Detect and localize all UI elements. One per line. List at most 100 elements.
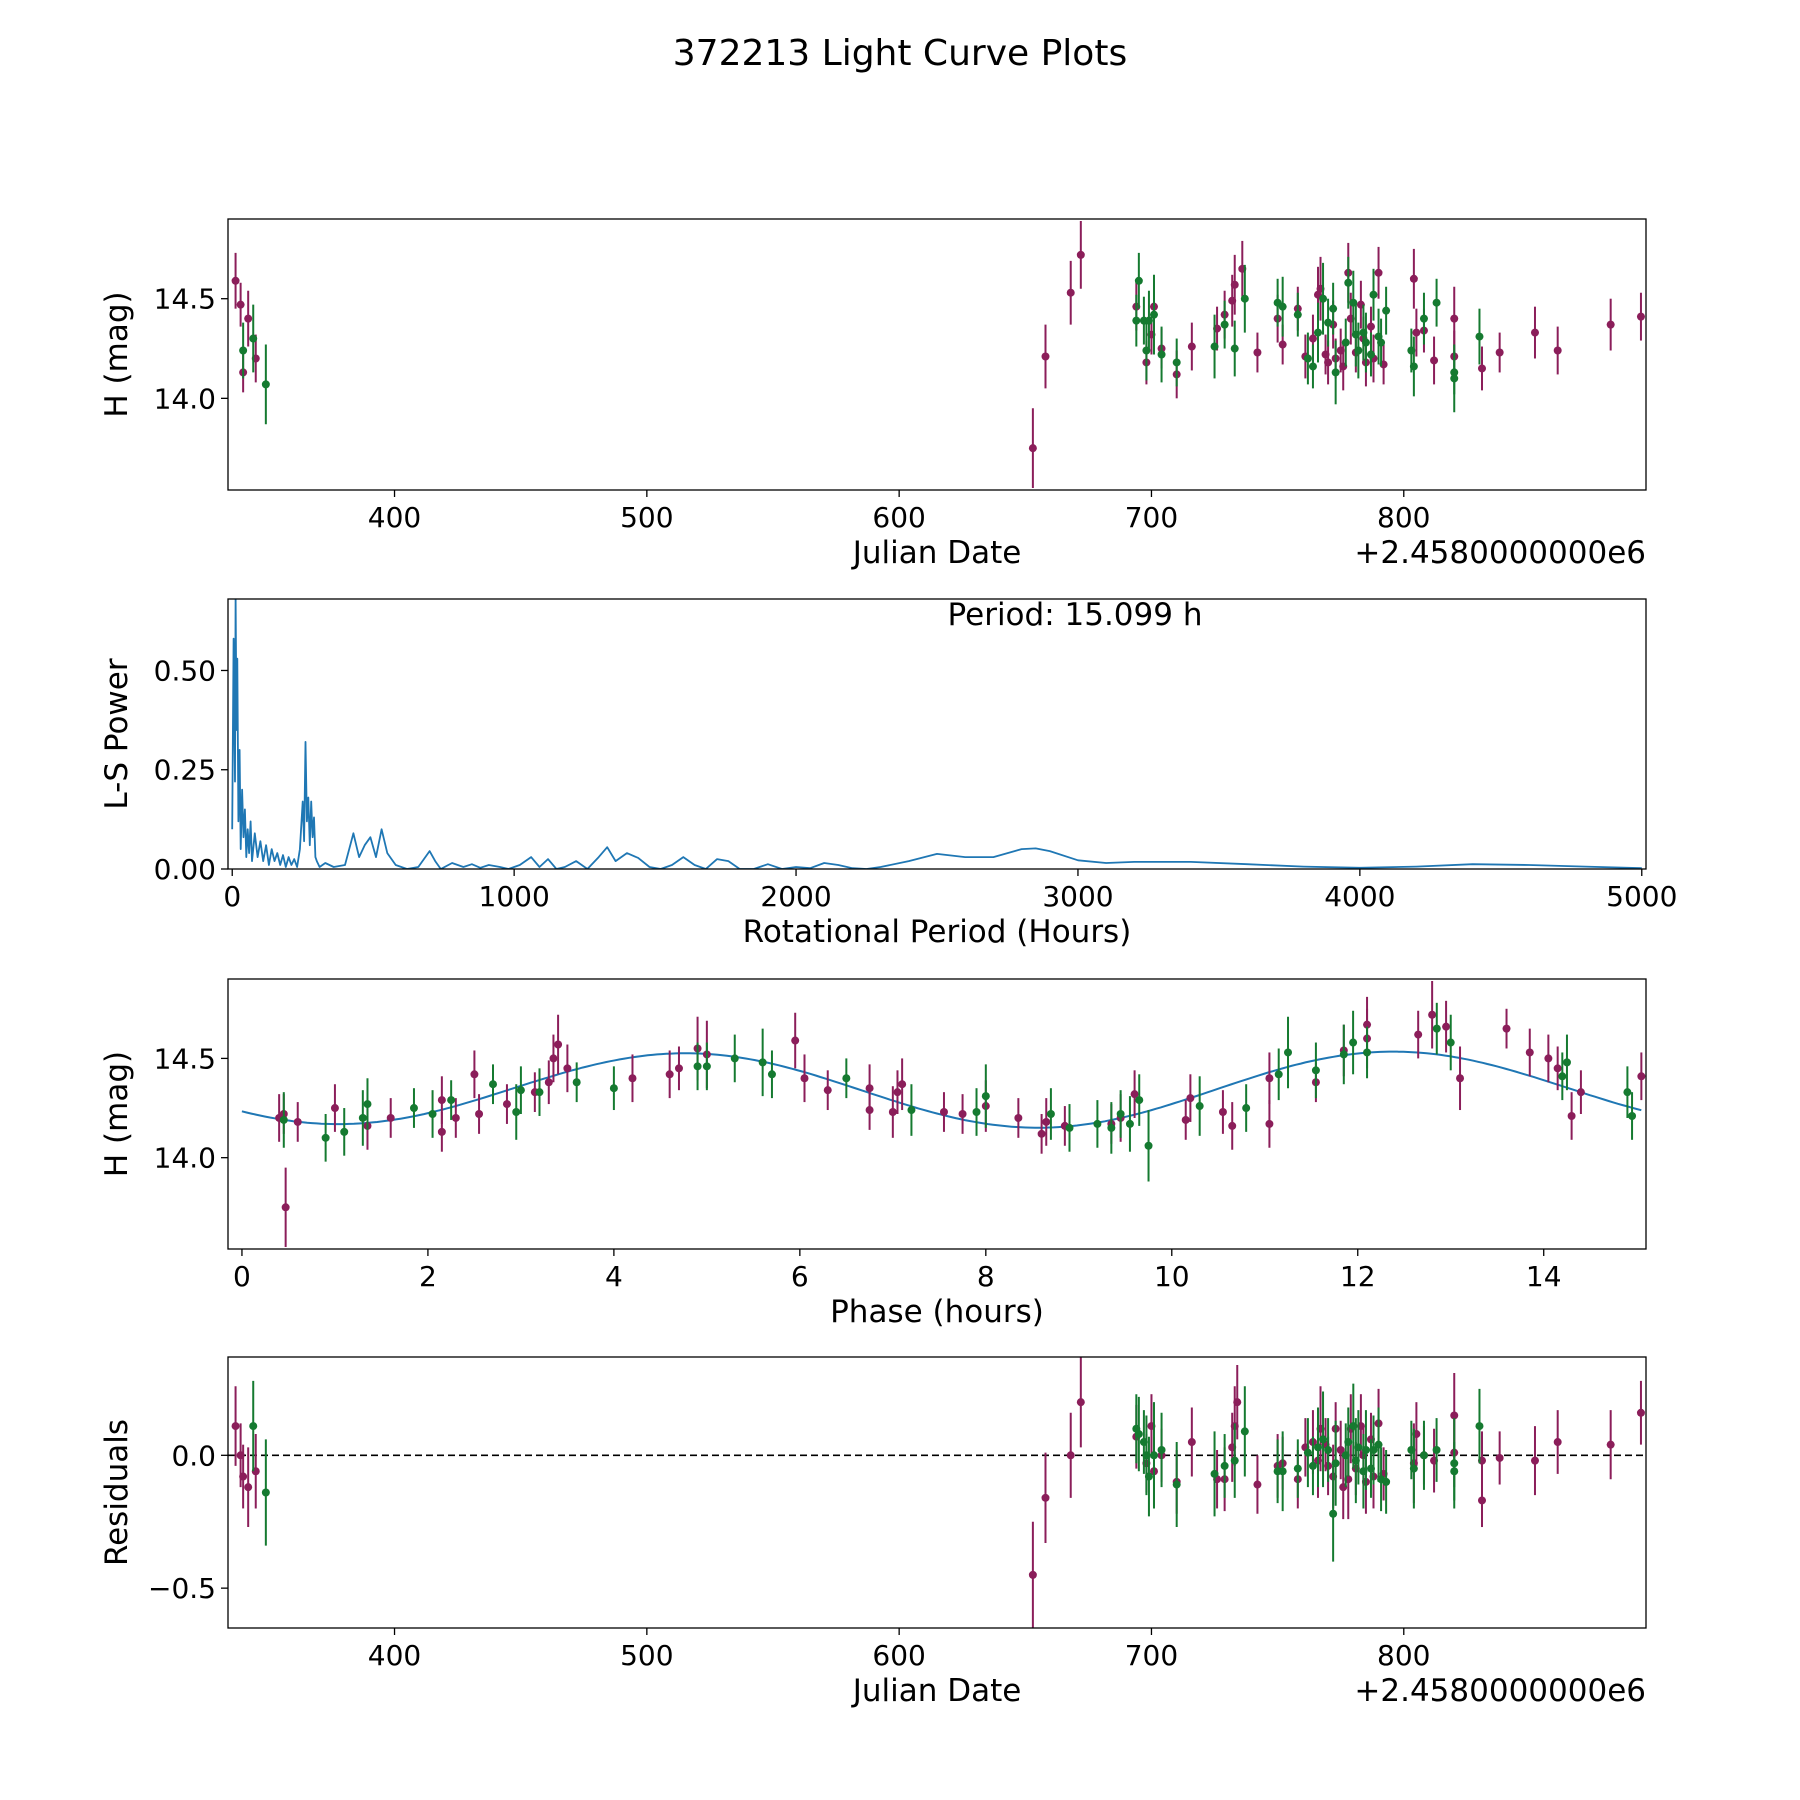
x-tick-label: 10 xyxy=(1154,1260,1190,1293)
data-point xyxy=(1382,306,1391,315)
data-point xyxy=(791,1036,800,1045)
data-point xyxy=(1567,1111,1576,1120)
data-point xyxy=(1544,1054,1553,1063)
data-point xyxy=(1253,1480,1262,1489)
band-b-series xyxy=(249,1380,1484,1562)
x-tick-label: 400 xyxy=(368,1639,421,1672)
data-point xyxy=(239,346,248,355)
residuals-plot-area xyxy=(228,1357,1646,1628)
y-tick-label: 14.5 xyxy=(154,283,216,316)
axes-frame xyxy=(227,598,1647,870)
data-point xyxy=(1242,1104,1251,1113)
data-point xyxy=(1130,1090,1139,1099)
data-point xyxy=(1412,328,1421,337)
data-point xyxy=(888,1108,897,1117)
data-point xyxy=(730,1054,739,1063)
data-point xyxy=(1409,362,1418,371)
data-point xyxy=(1284,1048,1293,1057)
data-point xyxy=(1181,1115,1190,1124)
data-point xyxy=(1502,1024,1511,1033)
data-point xyxy=(972,1108,981,1117)
data-point xyxy=(1308,362,1317,371)
data-point xyxy=(340,1127,349,1136)
data-point xyxy=(1042,1117,1051,1126)
data-point xyxy=(981,1092,990,1101)
y-tick-label: 0.50 xyxy=(154,654,216,687)
data-point xyxy=(1432,1024,1441,1033)
data-point xyxy=(865,1106,874,1115)
data-point xyxy=(1066,288,1075,297)
data-point xyxy=(1495,348,1504,357)
data-point xyxy=(1149,310,1158,319)
data-point xyxy=(1382,1477,1391,1486)
x-tick-label: 2 xyxy=(419,1260,437,1293)
data-point xyxy=(249,1422,258,1431)
data-point xyxy=(1313,1443,1322,1452)
data-point xyxy=(1046,1110,1055,1118)
data-point xyxy=(1336,1445,1345,1454)
data-point xyxy=(1066,1451,1075,1460)
data-point xyxy=(1065,1123,1074,1132)
data-point xyxy=(1135,1096,1144,1105)
data-point xyxy=(1450,1411,1459,1420)
data-point xyxy=(1606,1440,1615,1449)
data-point xyxy=(437,1096,446,1105)
data-point xyxy=(898,1080,907,1089)
data-point xyxy=(236,300,245,309)
data-point xyxy=(1329,1509,1338,1518)
data-point xyxy=(1157,350,1166,359)
data-point xyxy=(800,1074,809,1083)
phased-plot-area xyxy=(241,980,1646,1248)
data-point xyxy=(330,1104,339,1113)
data-point xyxy=(1144,1472,1153,1481)
x-tick-label: 500 xyxy=(620,501,673,534)
data-point xyxy=(1274,1070,1283,1079)
data-point xyxy=(1450,1459,1459,1468)
data-point xyxy=(1210,1469,1219,1478)
x-tick-label: 8 xyxy=(977,1260,995,1293)
data-point xyxy=(1553,346,1562,355)
data-point xyxy=(1495,1453,1504,1462)
data-point xyxy=(470,1070,479,1079)
data-point xyxy=(702,1062,711,1071)
periodogram-line xyxy=(231,599,1642,869)
data-point xyxy=(1530,328,1539,337)
x-tick-label: 800 xyxy=(1377,501,1430,534)
data-point xyxy=(1428,1010,1437,1019)
data-point xyxy=(1430,356,1439,365)
x-tick-label: 800 xyxy=(1377,1639,1430,1672)
data-point xyxy=(1210,342,1219,351)
band-a-series xyxy=(231,1357,1645,1628)
data-point xyxy=(1363,1020,1372,1029)
data-point xyxy=(1116,1110,1125,1118)
x-tick-label: 6 xyxy=(791,1260,809,1293)
data-point xyxy=(1475,332,1484,341)
data-point xyxy=(1366,322,1375,331)
data-point xyxy=(1220,320,1229,329)
data-point xyxy=(1041,1493,1050,1502)
data-point xyxy=(1278,302,1287,311)
data-point xyxy=(1553,1438,1562,1447)
data-point xyxy=(1419,1451,1428,1460)
data-point xyxy=(386,1113,395,1122)
data-point xyxy=(1265,1074,1274,1083)
data-point xyxy=(1369,1445,1378,1454)
data-point xyxy=(261,380,270,389)
band-a-series xyxy=(275,980,1646,1248)
data-point xyxy=(1228,1121,1237,1130)
data-point xyxy=(358,1113,367,1122)
lightcurve-panel: 400 500 600 700 800 14.0 14.5 Julian Date H (mag… xyxy=(99,218,1647,571)
data-point xyxy=(1637,1072,1646,1081)
y-tick-label: 0.0 xyxy=(171,1439,216,1472)
x-axis-offset-label: +2.4580000000e6 xyxy=(1354,535,1646,571)
periodogram-plot-area xyxy=(231,599,1642,869)
data-point xyxy=(1432,298,1441,307)
data-point xyxy=(1361,338,1370,347)
data-point xyxy=(1308,1461,1317,1470)
data-point xyxy=(1144,316,1153,325)
data-point xyxy=(516,1086,525,1095)
band-a-series xyxy=(231,220,1645,489)
data-point xyxy=(1409,274,1418,283)
y-tick-label: −0.5 xyxy=(148,1572,216,1605)
